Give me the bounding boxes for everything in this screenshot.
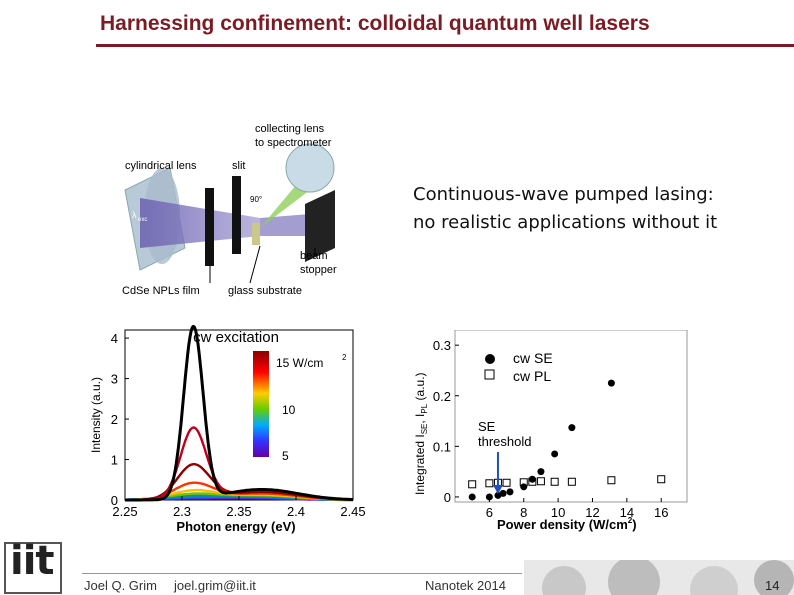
label-substrate: glass substrate (228, 285, 302, 297)
x-tick-label: 14 (620, 505, 634, 520)
label-to-spectrometer: to spectrometer (255, 137, 332, 149)
footer-rule (82, 573, 522, 574)
point-cw-pl (550, 477, 559, 486)
colorbar-label-mid: 10 (282, 403, 296, 417)
x-tick-label: 6 (486, 505, 493, 520)
point-cw-pl (502, 478, 511, 487)
laser-beam (140, 198, 260, 248)
label-lambda-sub: exc (138, 217, 147, 223)
point-cw-pl (536, 477, 545, 486)
chart2-xlabel: Power density (W/cm2) (497, 516, 637, 532)
x-tick-label: 8 (520, 505, 527, 520)
slit-plate-1 (205, 188, 214, 266)
label-collecting-lens: collecting lens (255, 123, 325, 135)
point-cw-pl (657, 475, 666, 484)
spectrum-line (125, 325, 354, 502)
plot-frame-2 (454, 330, 688, 503)
x-tick-label: 2.3 (173, 504, 191, 519)
footer-author: Joel Q. Grim (84, 578, 157, 593)
chart2-ylabel: Integrated ISE, IPL (a.u.) (413, 372, 429, 495)
y-tick-label: 1 (111, 453, 118, 468)
threshold-chart: 6 8 10 12 14 16 0 0.1 0.2 0.3 cw SE cw PL SE thre… (413, 330, 688, 532)
experimental-setup-diagram: collecting lens to spectrometer cylindri… (122, 123, 337, 297)
caption-line-2: no realistic applications without it (413, 212, 718, 233)
caption-line-1: Continuous-wave pumped lasing: (413, 184, 714, 205)
point-cw-pl (485, 479, 494, 488)
colorbar-label-top: 15 W/cm (276, 356, 323, 370)
emission-cone (260, 178, 310, 228)
annotation-threshold: threshold (478, 434, 531, 449)
x-tick-label: 2.4 (287, 504, 305, 519)
point-cw-pl (528, 477, 537, 486)
point-cw-se (568, 424, 576, 432)
label-angle: 90° (250, 195, 262, 204)
iit-logo-text: iit (10, 538, 55, 584)
y-tick-label: 0 (444, 490, 451, 505)
point-cw-se (551, 450, 559, 458)
legend-label-cw-pl: cw PL (513, 368, 551, 384)
spectrum-line (125, 426, 353, 502)
y-tick-label: 0 (111, 493, 118, 508)
annotation-se: SE (478, 419, 496, 434)
point-cw-pl (607, 476, 616, 485)
point-cw-pl (567, 477, 576, 486)
colorbar-label-bot: 5 (282, 449, 289, 463)
slit-plate-2 (232, 176, 241, 254)
legend-marker-cw-pl (484, 369, 495, 380)
decorative-gears (524, 560, 794, 595)
footer-event: Nanotek 2014 (425, 578, 506, 593)
x-tick-label: 10 (551, 505, 565, 520)
point-cw-se (537, 468, 545, 476)
y-tick-label: 0.1 (433, 439, 451, 454)
spectra-ticks-group: 2.25 2.3 2.35 2.4 2.45 0 1 2 3 4 (111, 331, 366, 519)
colorbar (253, 351, 269, 457)
label-beam: beam (300, 250, 328, 262)
y-tick-label: 0.2 (433, 389, 451, 404)
chart1-xlabel: Photon energy (eV) (176, 519, 295, 534)
x-tick-label: 12 (585, 505, 599, 520)
label-slit: slit (232, 160, 245, 172)
slide-title: Harnessing confinement: colloidal quantu… (100, 12, 650, 35)
point-cw-se (520, 483, 528, 491)
title-underline (96, 44, 794, 47)
footer-email: joel.grim@iit.it (174, 578, 256, 593)
point-cw-se (607, 379, 615, 387)
x-tick-label: 2.25 (112, 504, 137, 519)
label-stopper: stopper (300, 264, 337, 276)
legend-label-cw-se: cw SE (513, 350, 553, 366)
x-tick-label: 2.35 (226, 504, 251, 519)
point-cw-se (528, 475, 536, 483)
iit-logo (4, 542, 62, 594)
label-film: CdSe NPLs film (122, 285, 200, 297)
point-cw-se (499, 489, 507, 497)
point-cw-se (485, 493, 493, 501)
slide-caption: Continuous-wave pumped lasing: no realis… (413, 181, 717, 237)
x-tick-label: 16 (654, 505, 668, 520)
label-lambda: λ (132, 210, 137, 220)
spectra-series-group (125, 325, 354, 502)
point-cw-se (506, 488, 514, 496)
spectra-chart: 2.25 2.3 2.35 2.4 2.45 0 1 2 3 4 cw excitation 15… (89, 325, 366, 534)
colorbar-label-top-sup: 2 (342, 353, 347, 362)
chart1-title: cw excitation (193, 329, 279, 346)
point-cw-pl (468, 480, 477, 489)
collecting-lens-shape (285, 143, 335, 193)
page-number: 14 (765, 578, 780, 593)
chart1-ylabel: Intensity (a.u.) (89, 377, 103, 453)
y-tick-label: 4 (111, 331, 118, 346)
beam-stopper-shape (305, 190, 335, 262)
point-cw-se (468, 493, 476, 501)
y-tick-label: 2 (111, 412, 118, 427)
label-cylindrical-lens: cylindrical lens (125, 160, 197, 172)
glass-substrate-shape (252, 223, 260, 245)
point-cw-pl (519, 478, 528, 487)
threshold-ticks-group: 6 8 10 12 14 16 0 0.1 0.2 0.3 (433, 338, 669, 520)
y-tick-label: 3 (111, 372, 118, 387)
laser-beam-tail (260, 214, 310, 236)
y-tick-label: 0.3 (433, 338, 451, 353)
threshold-arrowhead (492, 485, 503, 494)
x-tick-label: 2.45 (340, 504, 365, 519)
legend-marker-cw-se (485, 354, 495, 364)
